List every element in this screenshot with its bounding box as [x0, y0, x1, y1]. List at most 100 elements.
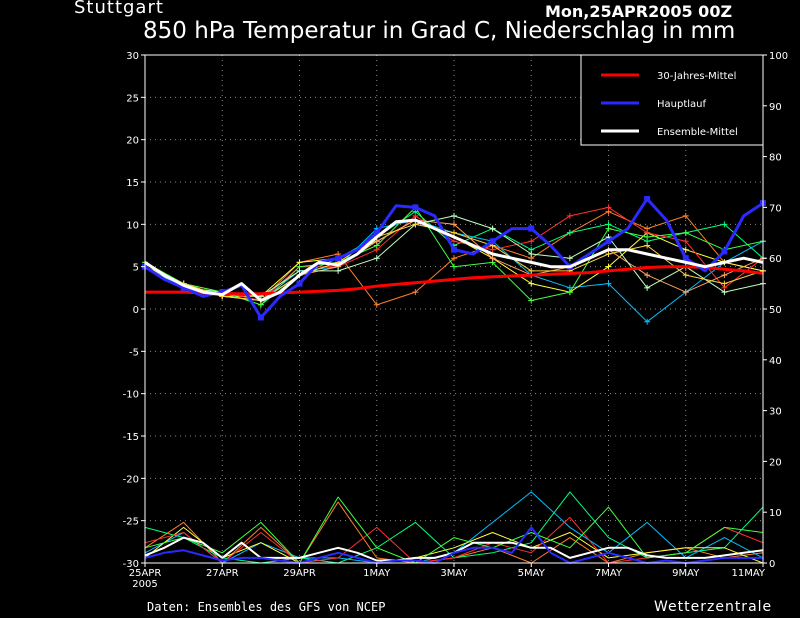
main-run-point [721, 248, 728, 255]
y-right-tick-label: 100 [769, 51, 788, 62]
x-tick-label: 5MAY [518, 568, 546, 579]
ensemble-member-point [451, 229, 457, 236]
x-tick-label: 25APR [129, 568, 162, 579]
y-left-tick-label: 10 [126, 220, 139, 231]
x-tick-label: 1MAY [363, 568, 391, 579]
x-tick-label: 29APR [283, 568, 316, 579]
ensemble-member-point [682, 289, 689, 296]
ensemble-member-point [335, 267, 342, 274]
series-layer [142, 195, 766, 564]
main-run-point [528, 225, 535, 232]
y-left-tick-label: -30 [123, 559, 139, 570]
ensemble-member-point [644, 234, 651, 241]
ensemble-member-point [605, 263, 612, 270]
data-source-note: Daten: Ensembles des GFS von NCEP [147, 600, 386, 614]
main-run-point [451, 246, 457, 253]
ensemble-member-point [451, 263, 457, 270]
ensemble-member-point [566, 229, 573, 236]
y-left-tick-label: 0 [133, 305, 139, 316]
model-run-time: Mon,25APR2005 00Z [545, 2, 733, 21]
ensemble-member-point [528, 238, 535, 245]
y-right-tick-label: 40 [769, 356, 782, 367]
ensemble-member-point [682, 238, 689, 245]
ensemble-member-point [566, 255, 573, 262]
main-run-point [219, 289, 226, 296]
y-left-tick-label: 15 [126, 178, 139, 189]
main-run-point [180, 284, 187, 291]
y-right-tick-label: 0 [769, 559, 775, 570]
ensemble-mean-line [144, 218, 764, 302]
main-run-point [335, 255, 342, 262]
brand-name: Wetterzentrale [654, 599, 773, 615]
ensemble-member-point [451, 238, 457, 245]
legend-label: Ensemble-Mittel [657, 127, 738, 138]
x-tick-label: 2005 [132, 579, 157, 590]
y-left-tick-label: 25 [126, 93, 139, 104]
ensemble-member-point [721, 289, 728, 296]
main-run-point [682, 255, 689, 262]
ensemble-member-point [721, 280, 728, 287]
main-run-point [412, 204, 419, 211]
ensemble-member-point [605, 225, 612, 232]
y-right-tick-label: 90 [769, 102, 782, 113]
main-run-point [489, 238, 496, 245]
y-left-tick-label: -5 [129, 347, 139, 358]
y-left-tick-label: -20 [123, 474, 139, 485]
ensemble-member-point [528, 280, 535, 287]
y-left-tick-label: -10 [123, 390, 139, 401]
ensemble-member-point [566, 289, 573, 296]
station-name: Stuttgart [74, 0, 164, 18]
x-tick-label: 11MAY [731, 568, 765, 579]
ensemble-member-point [644, 284, 651, 291]
ensemble-member-point [566, 212, 573, 219]
ensemble-member-point [644, 318, 651, 325]
legend-label: 30-Jahres-Mittel [657, 71, 736, 82]
ensemble-member-point [528, 297, 535, 304]
x-tick-label: 7MAY [595, 568, 623, 579]
legend-label: Hauptlauf [657, 99, 706, 110]
ensemble-member-point [605, 280, 612, 287]
ensemble-member-point [412, 221, 419, 228]
ensemble-member-point [644, 272, 651, 279]
y-right-tick-label: 10 [769, 508, 782, 519]
ensemble-member-point [451, 212, 457, 219]
main-run-point [644, 195, 651, 202]
y-right-tick-label: 60 [769, 254, 782, 265]
y-right-tick-label: 70 [769, 203, 782, 214]
y-right-tick-label: 80 [769, 153, 782, 164]
main-run-point [296, 280, 303, 287]
ensemble-member-point [605, 204, 612, 211]
ensemble-member-point [373, 301, 380, 308]
ensemble-member-point [682, 212, 689, 219]
y-right-tick-label: 30 [769, 407, 782, 418]
main-run-point [373, 229, 380, 236]
ensemble-member-point [451, 221, 457, 228]
ensemble-member-point [682, 246, 689, 253]
precip-main-run-line [144, 526, 763, 564]
ensemble-member-point [605, 250, 612, 257]
ensemble-member-point [721, 221, 728, 228]
ensemble-member-point [451, 255, 457, 262]
ensemble-member-point [528, 267, 535, 274]
ensemble-member-point [489, 225, 496, 232]
ensemble-member-point [682, 229, 689, 236]
axes: 302520151050-5-10-15-20-25-3010090807060… [123, 51, 788, 590]
ensemble-member-point [373, 255, 380, 262]
y-right-tick-label: 50 [769, 305, 782, 316]
main-run-point [605, 238, 612, 245]
x-tick-label: 9MAY [672, 568, 700, 579]
ensemble-member-point [528, 250, 535, 257]
ensemble-member-point [489, 255, 496, 262]
y-left-tick-label: 30 [126, 51, 139, 62]
y-left-tick-label: 5 [133, 263, 139, 274]
y-left-tick-label: -25 [123, 517, 139, 528]
y-right-tick-label: 20 [769, 457, 782, 468]
y-left-tick-label: 20 [126, 136, 139, 147]
ensemble-member-point [682, 272, 689, 279]
x-tick-label: 27APR [206, 568, 239, 579]
x-tick-label: 3MAY [440, 568, 468, 579]
main-run-point [257, 314, 264, 321]
ensemble-member-point [721, 272, 728, 279]
ensemble-member-point [644, 242, 651, 249]
